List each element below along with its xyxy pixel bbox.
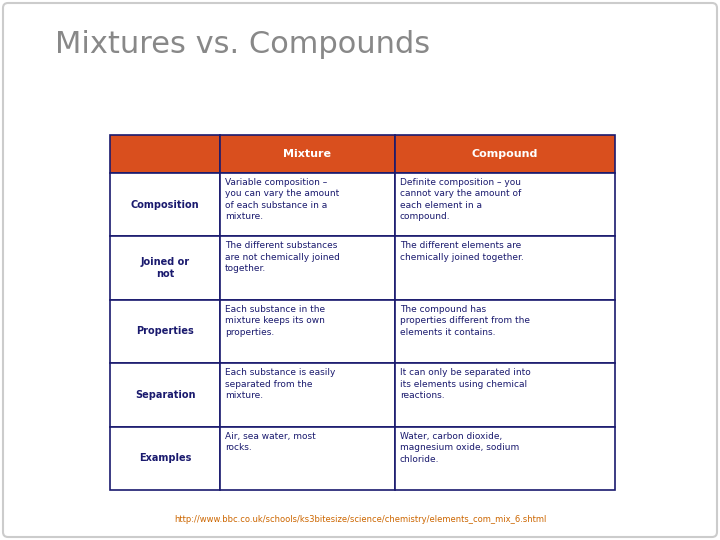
Text: The compound has
properties different from the
elements it contains.: The compound has properties different fr… — [400, 305, 530, 337]
Text: The different elements are
chemically joined together.: The different elements are chemically jo… — [400, 241, 523, 262]
Text: Mixture: Mixture — [284, 149, 331, 159]
Bar — [220, 135, 395, 173]
Text: Joined or
not: Joined or not — [140, 257, 189, 279]
Bar — [395, 237, 615, 300]
Text: Properties: Properties — [136, 327, 194, 336]
Bar — [220, 237, 395, 300]
Bar — [110, 135, 220, 173]
Text: Compound: Compound — [472, 149, 538, 159]
Bar — [395, 135, 615, 173]
FancyBboxPatch shape — [3, 3, 717, 537]
Bar — [110, 173, 220, 237]
Text: Air, sea water, most
rocks.: Air, sea water, most rocks. — [225, 431, 316, 452]
Text: Variable composition –
you can vary the amount
of each substance in a
mixture.: Variable composition – you can vary the … — [225, 178, 339, 221]
Text: Definite composition – you
cannot vary the amount of
each element in a
compound.: Definite composition – you cannot vary t… — [400, 178, 521, 221]
Text: Each substance in the
mixture keeps its own
properties.: Each substance in the mixture keeps its … — [225, 305, 325, 337]
Bar — [220, 363, 395, 427]
Text: Water, carbon dioxide,
magnesium oxide, sodium
chloride.: Water, carbon dioxide, magnesium oxide, … — [400, 431, 519, 463]
Bar — [395, 427, 615, 490]
Text: Each substance is easily
separated from the
mixture.: Each substance is easily separated from … — [225, 368, 336, 400]
Bar — [395, 300, 615, 363]
Bar — [395, 363, 615, 427]
Bar — [110, 427, 220, 490]
Bar — [220, 173, 395, 237]
Text: Composition: Composition — [131, 200, 199, 210]
Text: It can only be separated into
its elements using chemical
reactions.: It can only be separated into its elemen… — [400, 368, 531, 400]
Bar — [110, 300, 220, 363]
Bar — [110, 237, 220, 300]
Bar — [220, 300, 395, 363]
Bar — [110, 363, 220, 427]
Bar — [395, 173, 615, 237]
Text: Mixtures vs. Compounds: Mixtures vs. Compounds — [55, 30, 430, 59]
Text: The different substances
are not chemically joined
together.: The different substances are not chemica… — [225, 241, 340, 273]
Text: Separation: Separation — [135, 390, 195, 400]
Text: Examples: Examples — [139, 453, 192, 463]
Text: http://www.bbc.co.uk/schools/ks3bitesize/science/chemistry/elements_com_mix_6.sh: http://www.bbc.co.uk/schools/ks3bitesize… — [174, 516, 546, 524]
Bar — [220, 427, 395, 490]
